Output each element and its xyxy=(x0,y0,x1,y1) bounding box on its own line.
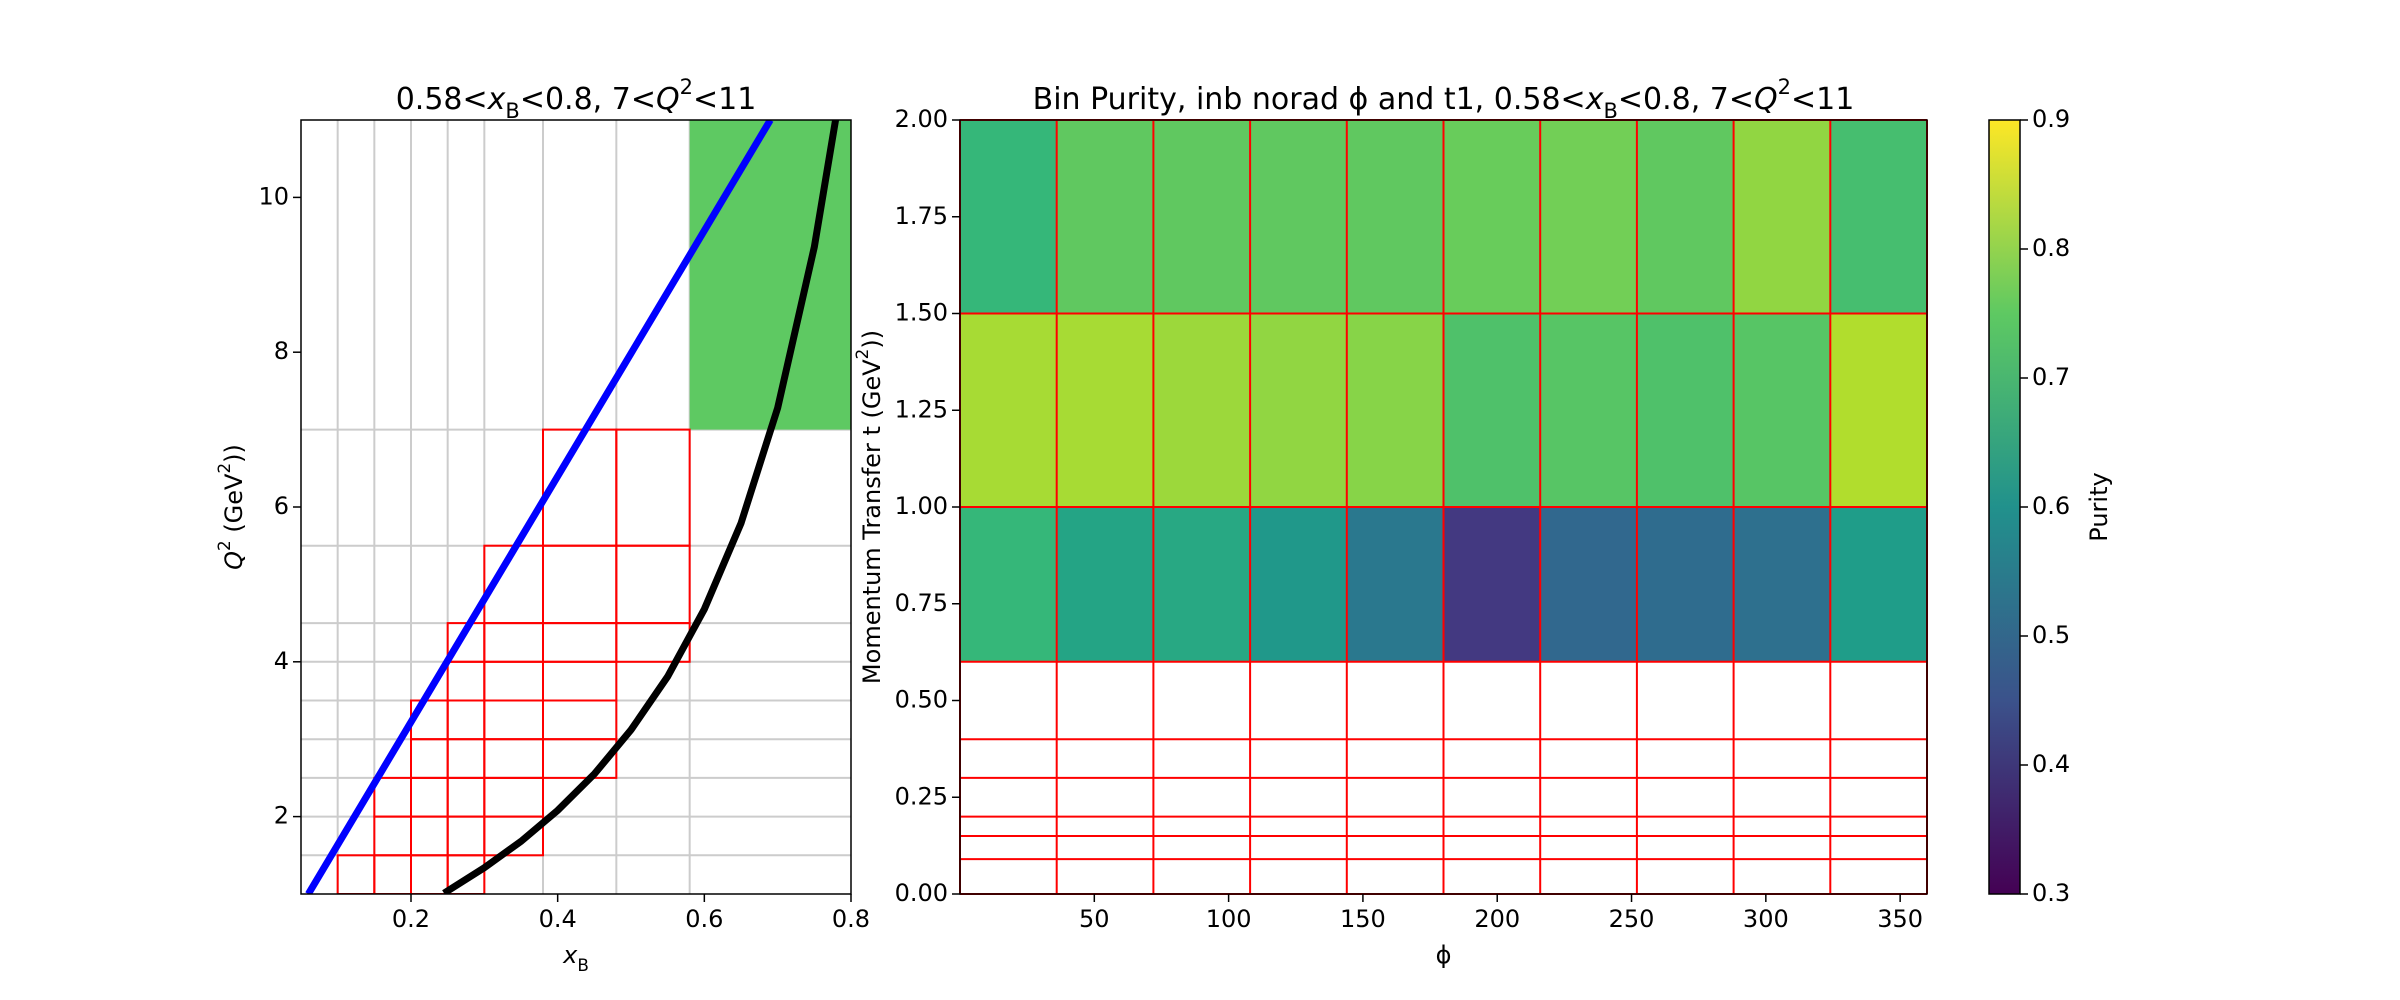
heat-cell xyxy=(1346,313,1444,507)
heat-cell xyxy=(1250,120,1347,314)
y-tick-label: 1.25 xyxy=(895,395,948,423)
heat-cell xyxy=(1443,507,1541,662)
x-tick-label: 200 xyxy=(1474,905,1520,933)
heat-cell xyxy=(1056,507,1154,662)
heat-cell xyxy=(1733,120,1831,314)
chart-title: Bin Purity, inb norad ϕ and t1, 0.58<xB<… xyxy=(1033,75,1855,123)
y-tick-label: 0.75 xyxy=(895,589,948,617)
heat-cell xyxy=(1153,507,1251,662)
y-tick-label: 1.00 xyxy=(895,492,948,520)
colorbar-tick-label: 0.3 xyxy=(2032,879,2070,907)
chart-title: 0.58<xB<0.8, 7<Q2<11 xyxy=(396,75,757,123)
colorbar-tick-label: 0.5 xyxy=(2032,621,2070,649)
x-tick-label: 150 xyxy=(1340,905,1386,933)
heat-cell xyxy=(1540,313,1637,507)
colorbar-label: Purity xyxy=(2085,472,2113,541)
y-tick-label: 2 xyxy=(274,802,289,830)
y-tick-label: 1.75 xyxy=(895,202,948,230)
y-tick-label: 8 xyxy=(274,337,289,365)
colorbar-tick-label: 0.4 xyxy=(2032,750,2070,778)
heat-cell xyxy=(1733,507,1831,662)
x-tick-label: 0.8 xyxy=(832,905,870,933)
heat-cell xyxy=(960,507,1057,662)
heat-cell xyxy=(1540,507,1637,662)
x-tick-label: 50 xyxy=(1079,905,1110,933)
y-tick-label: 0.50 xyxy=(895,686,948,714)
heat-cell xyxy=(1540,120,1637,314)
heat-cell xyxy=(1153,120,1251,314)
colorbar xyxy=(1988,119,2021,895)
heat-cell xyxy=(1346,120,1444,314)
heat-cell xyxy=(1056,120,1154,314)
heat-cell xyxy=(1636,120,1734,314)
x-tick-label: 100 xyxy=(1206,905,1252,933)
heat-cell xyxy=(960,313,1057,507)
y-tick-label: 6 xyxy=(274,492,289,520)
heat-cell xyxy=(960,120,1057,314)
colorbar-tick-label: 0.9 xyxy=(2032,105,2070,133)
colorbar-tick-label: 0.6 xyxy=(2032,492,2070,520)
heat-cell xyxy=(1346,507,1444,662)
x-tick-label: 250 xyxy=(1609,905,1655,933)
plot-area xyxy=(301,120,851,894)
heat-cell xyxy=(1830,120,1927,314)
x-axis-label: xB xyxy=(562,941,589,975)
boundary-line xyxy=(305,120,774,894)
bin-cell xyxy=(615,428,691,547)
heat-cell xyxy=(1443,313,1541,507)
heat-cell xyxy=(1250,313,1347,507)
heat-cell xyxy=(1636,313,1734,507)
y-tick-label: 10 xyxy=(258,182,289,210)
y-tick-label: 0.25 xyxy=(895,782,948,810)
y-tick-label: 0.00 xyxy=(895,879,948,907)
plot-frame xyxy=(300,119,852,895)
heat-cell xyxy=(1830,313,1927,507)
x-axis-label: ϕ xyxy=(1436,941,1452,969)
heat-cell xyxy=(1056,313,1154,507)
boundary-line xyxy=(442,120,840,894)
y-tick-label: 2.00 xyxy=(895,105,948,133)
heat-cell xyxy=(1250,507,1347,662)
y-tick-label: 4 xyxy=(274,647,289,675)
heat-cell xyxy=(1443,120,1541,314)
colorbar-tick-label: 0.7 xyxy=(2032,363,2070,391)
heat-cell xyxy=(1733,313,1831,507)
y-tick-label: 1.50 xyxy=(895,299,948,327)
colorbar-tick-label: 0.8 xyxy=(2032,234,2070,262)
heat-cell xyxy=(1636,507,1734,662)
y-axis-label: Momentum Transfer t (GeV2)) xyxy=(852,330,886,684)
x-tick-label: 0.4 xyxy=(539,905,577,933)
x-tick-label: 0.6 xyxy=(685,905,723,933)
heat-cell xyxy=(1830,507,1927,662)
x-tick-label: 0.2 xyxy=(392,905,430,933)
plot-frame xyxy=(959,119,1928,895)
x-tick-label: 350 xyxy=(1877,905,1923,933)
y-axis-label: Q2 (GeV2)) xyxy=(214,444,248,570)
x-tick-label: 300 xyxy=(1743,905,1789,933)
heat-cell xyxy=(1153,313,1251,507)
